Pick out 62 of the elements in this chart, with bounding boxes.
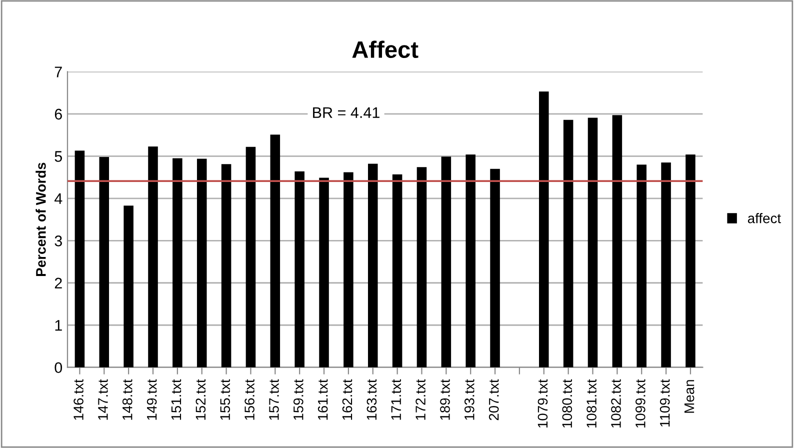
y-tick-label: 2 (54, 278, 62, 288)
bar (221, 164, 232, 368)
bar (686, 154, 696, 368)
y-tick-label: 0 (54, 362, 62, 374)
x-tick-label: 207.txt (488, 379, 499, 420)
y-tick-label: 7 (54, 66, 62, 78)
bar (466, 154, 476, 368)
x-tick-label: 193.txt (464, 379, 474, 420)
y-axis-title: Percent of Words (36, 162, 46, 276)
legend-label: affect (748, 213, 781, 224)
bar (539, 92, 549, 368)
x-tick-label: 146.txt (74, 379, 84, 420)
x-tick-label: 151.txt (171, 379, 182, 420)
chart-title: Affect (352, 40, 418, 58)
bar (246, 146, 256, 368)
x-tick-label: Mean (684, 380, 694, 413)
bar (99, 157, 110, 368)
x-tick-label: 163.txt (366, 379, 377, 420)
x-tick-label: 162.txt (342, 379, 352, 420)
x-tick-label: 147.txt (98, 379, 108, 420)
y-tick-label: 4 (54, 193, 62, 204)
bar (563, 120, 574, 368)
bar (441, 156, 452, 368)
bar (74, 150, 85, 368)
annotation: BR = 4.41 (313, 107, 380, 118)
x-tick-label: 1080.txt (562, 379, 572, 428)
y-tick-label: 6 (54, 108, 62, 120)
x-tick-label: 156.txt (244, 379, 254, 420)
x-tick-label: 155.txt (220, 379, 230, 420)
bar (636, 164, 646, 368)
x-tick-label: 157.txt (269, 379, 279, 420)
x-tick-label: 1079.txt (538, 379, 548, 428)
bar (661, 162, 671, 368)
bar (172, 158, 182, 368)
bar (148, 146, 158, 368)
x-tick-label: 148.txt (122, 379, 132, 420)
x-tick-label: 1099.txt (636, 379, 646, 428)
bar (588, 118, 598, 368)
bar (490, 168, 500, 368)
bar (344, 172, 354, 368)
x-tick-label: 1081.txt (586, 379, 596, 428)
x-tick-label: 159.txt (293, 379, 304, 420)
bar (319, 178, 329, 368)
x-tick-label: 149.txt (146, 379, 157, 420)
y-tick-label: 5 (54, 151, 62, 162)
bar (270, 134, 280, 368)
x-tick-label: 172.txt (416, 379, 426, 420)
bar (612, 115, 622, 368)
y-tick-label: 1 (55, 320, 62, 331)
x-tick-label: 161.txt (318, 379, 328, 420)
bar (416, 167, 427, 368)
bar (368, 164, 378, 368)
x-tick-label: 1109.txt (660, 379, 670, 426)
x-tick-label: 1082.txt (611, 379, 621, 428)
x-tick-label: 171.txt (391, 379, 402, 420)
y-tick-label: 3 (54, 236, 62, 246)
bar (392, 174, 402, 368)
bar (294, 171, 304, 368)
x-tick-label: 152.txt (196, 379, 206, 420)
bar (124, 206, 134, 368)
x-tick-label: 189.txt (440, 379, 450, 420)
bar (196, 158, 207, 368)
